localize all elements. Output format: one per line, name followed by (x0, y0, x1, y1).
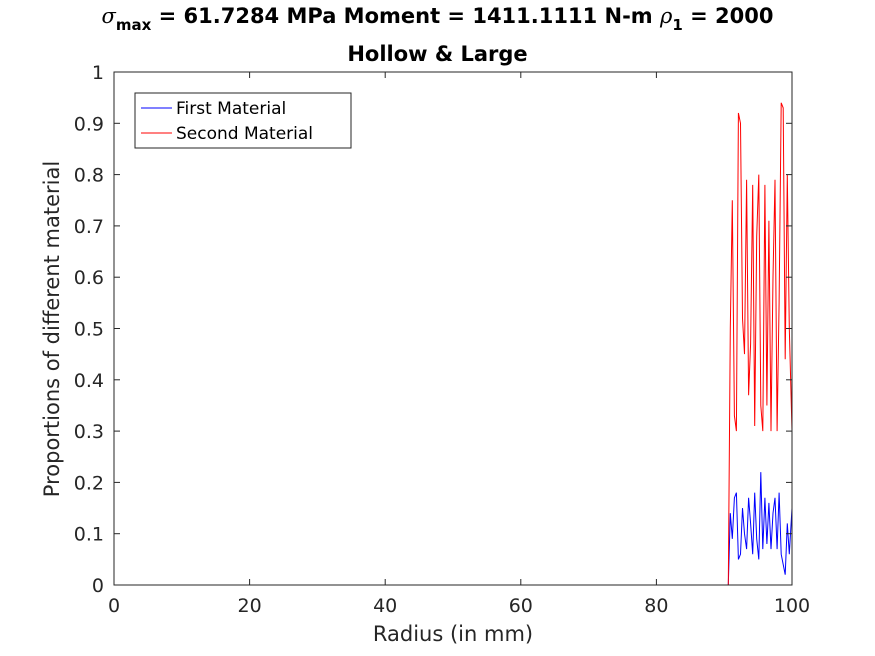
y-tick-label: 0.3 (74, 421, 104, 443)
title-rho-subscript: 1 (672, 16, 683, 34)
legend-label-first-material: First Material (176, 99, 286, 119)
y-tick-label: 0 (92, 575, 104, 597)
x-tick-label: 20 (238, 595, 262, 617)
y-tick-label: 0.2 (74, 472, 104, 494)
y-axis-label: Proportions of different material (40, 161, 64, 497)
title-rho-symbol: ρ (660, 4, 673, 28)
legend-box (134, 92, 352, 149)
series-line-second-material (114, 102, 793, 586)
y-tick-label: 0.4 (74, 370, 104, 392)
y-tick-label: 0.9 (74, 113, 104, 135)
axes-box (113, 71, 793, 586)
legend: First Material Second Material (134, 92, 352, 149)
y-tick-label: 0.6 (74, 267, 104, 289)
title-sigma-symbol: σ (101, 4, 116, 28)
series-line-first-material (114, 472, 793, 586)
y-tick-label: 0.5 (74, 319, 104, 341)
axis-ticks: 0 20 40 60 80 100 0 0.1 0.2 0.3 0.4 0.5 0.6 0.7 0.8 0.9… (74, 62, 810, 617)
legend-label-second-material: Second Material (176, 124, 313, 144)
y-tick-label: 0.7 (74, 216, 104, 238)
y-tick-label: 0.1 (74, 524, 104, 546)
x-tick-label: 100 (774, 595, 810, 617)
title-rho-text: = 2000 (682, 4, 774, 28)
title-sigma-text: = 61.7284 MPa Moment = 1411.1111 N-m (151, 4, 661, 28)
y-tick-label: 0.8 (74, 165, 104, 187)
x-tick-label: 0 (108, 595, 120, 617)
x-tick-label: 60 (509, 595, 533, 617)
x-tick-label: 80 (644, 595, 668, 617)
plot-lines (114, 102, 793, 586)
chart-title: σmax = 61.7284 MPa Moment = 1411.1111 N-… (0, 4, 875, 34)
x-tick-label: 40 (373, 595, 397, 617)
x-axis-label: Radius (in mm) (373, 622, 533, 646)
chart-subtitle: Hollow & Large (347, 42, 528, 66)
title-sigma-subscript: max (115, 16, 152, 34)
y-tick-label: 1 (92, 62, 104, 84)
